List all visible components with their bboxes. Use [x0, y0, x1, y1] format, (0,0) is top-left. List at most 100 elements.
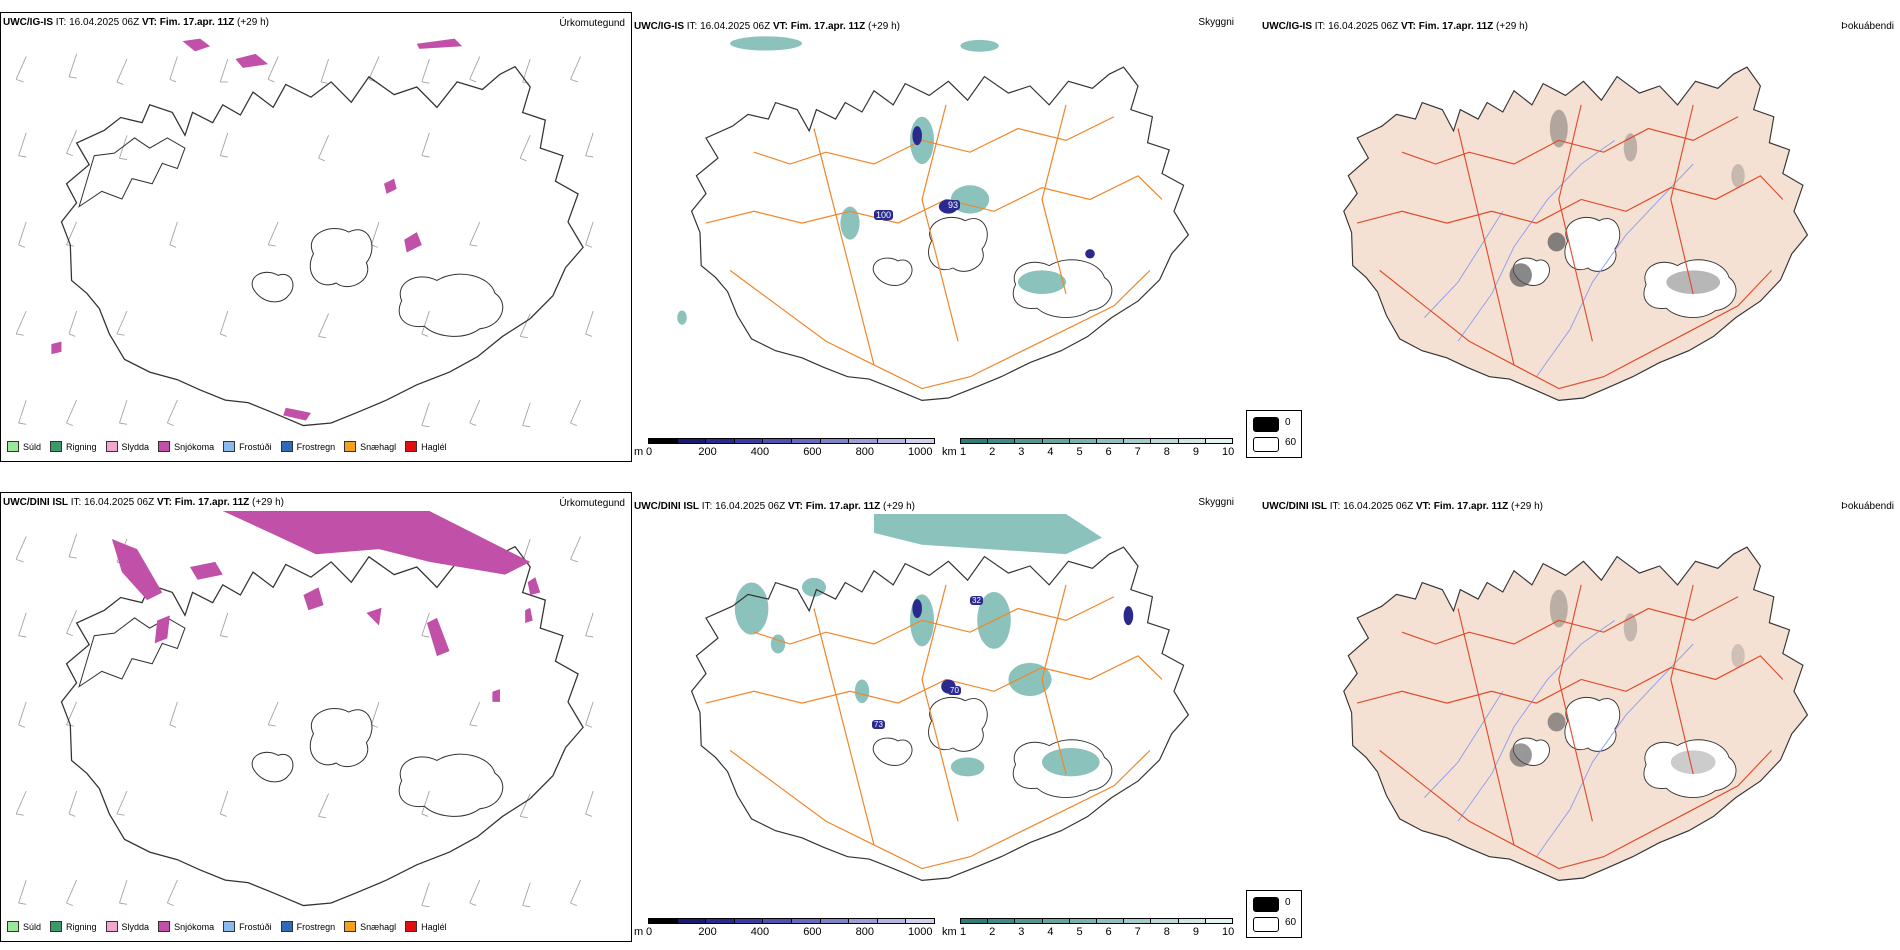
fog-field-label: Þokuábendi: [1841, 501, 1894, 512]
wind-barbs: [15, 533, 594, 908]
legend-swatch: [344, 921, 357, 932]
colorbar-tick-label: 2: [989, 446, 996, 458]
precip-legend: Súld Rigning Slydda Snjókoma Frostúði Fr…: [7, 921, 456, 932]
vt-value: Fim. 17.apr. 11Z: [159, 17, 235, 28]
colorbar-segment: [905, 918, 935, 924]
legend-item-frostregn: Frostregn: [280, 441, 335, 452]
colorbar-unit: m: [634, 446, 644, 458]
colorbar-segment: [791, 438, 821, 444]
legend-item-rigning: Rigning: [50, 921, 97, 932]
legend-item-slydda: Slydda: [105, 921, 149, 932]
visibility-panel-row1: UWC/IG-IS IT: 16.04.2025 06Z VT: Fim. 17…: [634, 12, 1234, 462]
colorbar-tick-label: 10: [1222, 926, 1235, 938]
legend-item-sudd: Súld: [7, 921, 41, 932]
colorbar-tick-label: 200: [698, 446, 717, 458]
colorbar-segment: [1204, 918, 1233, 924]
precip-panel-header: UWC/IG-IS IT: 16.04.2025 06Z VT: Fim. 17…: [3, 17, 269, 28]
colorbar-tick-label: 800: [855, 446, 874, 458]
colorbar-tick-label: 6: [1105, 446, 1112, 458]
colorbar-tick-label: 600: [803, 446, 822, 458]
visibility-map: [690, 514, 1190, 881]
fog-legend: 0 60: [1246, 410, 1302, 458]
colorbar-tick-label: 9: [1192, 926, 1199, 938]
visibility-field-label: Skyggni: [1198, 17, 1234, 28]
precip-panel-row1: UWC/IG-IS IT: 16.04.2025 06Z VT: Fim. 17…: [0, 12, 632, 462]
model-name: UWC/IG-IS: [3, 17, 53, 28]
colorbar-segment: [987, 438, 1016, 444]
colorbar-segment: [1123, 438, 1152, 444]
colorbar-tick-label: 10: [1222, 446, 1235, 458]
fog-shading: [1509, 589, 1745, 774]
fog-legend-label-high: 60: [1285, 917, 1297, 928]
map-value-label: 70: [948, 686, 961, 695]
map-value-label: 100: [874, 210, 894, 220]
low-vis-areas: [677, 36, 1066, 325]
snow-areas: [111, 511, 541, 702]
visibility-panel-row2: UWC/DINI ISL IT: 16.04.2025 06Z VT: Fim.…: [634, 492, 1234, 942]
colorbar-tick-label: 4: [1047, 926, 1054, 938]
model-name: UWC/IG-IS: [634, 21, 684, 32]
legend-swatch: [280, 441, 293, 452]
colorbar-segment: [1014, 918, 1043, 924]
colorbar-segment: [705, 438, 735, 444]
colorbar-tick-label: 8: [1163, 926, 1170, 938]
vis-colorbar-km: km 1 2 3 4 5 6 7 8 9 10: [942, 918, 1235, 942]
colorbar-tick-label: 5: [1076, 446, 1083, 458]
snow-areas: [51, 38, 463, 421]
visibility-map: [677, 36, 1190, 401]
model-name: UWC/DINI ISL: [3, 497, 68, 508]
legend-swatch: [223, 441, 236, 452]
legend-item-hagle: Haglél: [405, 441, 447, 452]
fog-legend-label-high: 60: [1285, 437, 1297, 448]
river-network: [1424, 619, 1694, 858]
legend-swatch: [50, 921, 63, 932]
colorbar-segment: [1014, 438, 1043, 444]
it-value: 16.04.2025 06Z: [69, 17, 140, 28]
colorbar-tick-label: 9: [1192, 446, 1199, 458]
precip-map: [15, 38, 594, 428]
colorbar-tick-label: 5: [1076, 926, 1083, 938]
colorbar-segment: [1204, 438, 1233, 444]
colorbar-segment: [848, 918, 878, 924]
it-label: IT:: [55, 17, 67, 28]
colorbar-tick-label: 2: [989, 926, 996, 938]
fog-panel-header: UWC/IG-IS IT: 16.04.2025 06Z VT: Fim. 17…: [1262, 21, 1528, 32]
colorbar-tick-label: 0: [646, 926, 653, 938]
colorbar-unit: km: [942, 446, 957, 458]
road-network: [1357, 104, 1784, 390]
legend-swatch: [50, 441, 63, 452]
legend-item-frostudi: Frostúði: [223, 441, 272, 452]
visibility-panel-header: UWC/IG-IS IT: 16.04.2025 06Z VT: Fim. 17…: [634, 21, 900, 32]
colorbar-segment: [819, 918, 850, 924]
legend-swatch: [7, 921, 19, 932]
colorbar-tick-label: 3: [1018, 926, 1025, 938]
fog-map: [1343, 66, 1809, 401]
legend-swatch: [158, 441, 171, 452]
vis-colorbar-km: km 1 2 3 4 5 6 7 8 9 10: [942, 438, 1235, 462]
colorbar-segment: [848, 438, 878, 444]
colorbar-tick-label: 7: [1134, 446, 1141, 458]
colorbar-tick-label: 8: [1163, 446, 1170, 458]
colorbar-segment: [905, 438, 935, 444]
precip-map: [15, 511, 594, 908]
visibility-field-label: Skyggni: [1198, 497, 1234, 508]
colorbar-tick-label: 7: [1134, 926, 1141, 938]
road-network: [705, 584, 1163, 870]
colorbar-segment: [819, 438, 850, 444]
colorbar-unit: km: [942, 926, 957, 938]
colorbar-tick-label: 400: [750, 446, 770, 458]
map-value-label: 93: [946, 200, 961, 210]
legend-item-snjokoma: Snjókoma: [158, 441, 214, 452]
colorbar-tick-label: 400: [750, 926, 770, 938]
precip-panel-row2: UWC/DINI ISL IT: 16.04.2025 06Z VT: Fim.…: [0, 492, 632, 942]
legend-swatch: [280, 921, 293, 932]
map-value-label: 32: [970, 596, 983, 605]
colorbar-segment: [1150, 438, 1179, 444]
legend-item-frostregn: Frostregn: [280, 921, 335, 932]
colorbar-segment: [762, 918, 792, 924]
legend-item-frostudi: Frostúði: [223, 921, 272, 932]
colorbar-segment: [676, 918, 707, 924]
colorbar-tick-label: 3: [1018, 446, 1025, 458]
colorbar-segment: [791, 918, 821, 924]
river-network: [1424, 139, 1694, 378]
